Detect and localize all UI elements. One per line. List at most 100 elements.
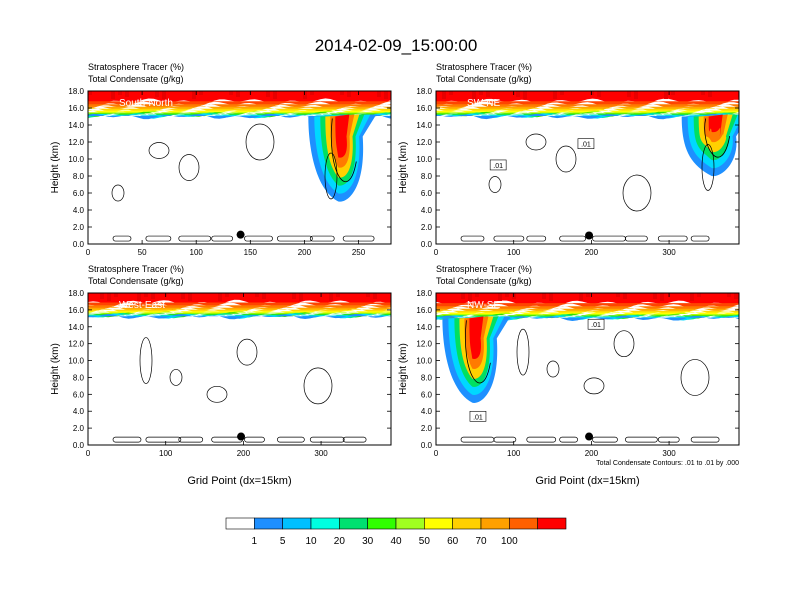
tracer-cell: [162, 91, 166, 99]
colorbar-label: 50: [419, 536, 431, 547]
contour-label-box: [469, 410, 487, 422]
y-tick-label: 4.0: [73, 206, 85, 215]
tracer-cell: [188, 293, 192, 301]
condensate-contour: [178, 436, 204, 443]
condensate-contour: [555, 145, 577, 173]
tracer-cell: [347, 91, 351, 97]
condensate-contour: [592, 436, 618, 443]
y-tick-label: 10.0: [68, 155, 84, 164]
y-tick-label: 14.0: [68, 323, 84, 332]
tracer-cell: [273, 91, 277, 99]
condensate-contour: [613, 330, 635, 358]
condensate-contour: [701, 144, 715, 191]
y-tick-label: 18.0: [68, 289, 84, 298]
x-tick-label: 100: [159, 449, 173, 458]
condensate-contour: [309, 436, 345, 443]
panel-title-condensate: Total Condensate (g/kg): [88, 276, 184, 286]
tracer-cell: [660, 293, 664, 301]
tracer-band: [436, 315, 739, 321]
y-axis-label: Height (km): [50, 343, 61, 395]
x-tick-label: 300: [314, 449, 328, 458]
location-marker: [585, 432, 594, 441]
plot-area: [436, 91, 739, 242]
x-tick-label: 200: [237, 449, 251, 458]
y-tick-label: 6.0: [421, 390, 433, 399]
tracer-band: [436, 312, 739, 318]
condensate-contour: [559, 235, 586, 242]
contour-label-box: [489, 159, 507, 171]
tracer-cell: [192, 91, 196, 99]
y-tick-label: 0.0: [421, 240, 433, 249]
panel-west-east: Stratosphere Tracer (%) Total Condensate …: [50, 264, 392, 487]
tracer-cell: [468, 293, 472, 301]
condensate-contour: [625, 436, 658, 443]
contour-footnote: Total Condensate Contours: .01 to .01 by…: [596, 460, 739, 467]
x-tick-label: 300: [662, 449, 676, 458]
colorbar-swatch: [282, 517, 312, 530]
condensate-contour: [583, 377, 605, 395]
location-marker: [236, 230, 245, 239]
x-tick-label: 0: [434, 449, 439, 458]
condensate-contour: [178, 154, 200, 181]
tracer-cell: [523, 91, 527, 99]
x-tick-label: 0: [86, 449, 91, 458]
figure-title: 2014-02-09_15:00:00: [315, 36, 478, 55]
y-tick-label: 0.0: [421, 441, 433, 450]
condensate-contour: [516, 328, 530, 376]
tracer-cell: [373, 293, 377, 299]
y-tick-label: 4.0: [421, 206, 433, 215]
y-tick-label: 16.0: [416, 104, 432, 113]
tracer-band: [88, 309, 391, 316]
section-label: SW-NE: [467, 98, 500, 109]
condensate-contour: [244, 235, 273, 242]
y-tick-label: 8.0: [73, 373, 85, 382]
condensate-contour: [680, 359, 710, 396]
tracer-cell: [151, 293, 155, 299]
tracer-cell: [505, 293, 509, 297]
y-tick-label: 0.0: [73, 240, 85, 249]
tracer-band: [88, 304, 391, 311]
tracer-cell: [479, 91, 483, 95]
y-tick-label: 10.0: [68, 357, 84, 366]
tracer-band: [436, 110, 739, 117]
tracer-cell: [597, 91, 601, 97]
location-marker: [585, 231, 594, 240]
tracer-cell: [708, 91, 712, 97]
tracer-cell: [255, 293, 259, 297]
condensate-contour: [493, 436, 517, 443]
y-tick-label: 12.0: [416, 138, 432, 147]
y-tick-label: 2.0: [421, 223, 433, 232]
tracer-band: [88, 112, 391, 118]
condensate-contour: [309, 235, 335, 242]
tracer-cell: [111, 91, 115, 99]
condensate-contour: [690, 235, 710, 242]
tracer-cell: [579, 293, 583, 301]
condensate-contour: [330, 118, 357, 183]
tracer-band: [436, 113, 739, 120]
tracer-band: [88, 293, 391, 306]
tracer-cell: [107, 293, 111, 301]
colorbar-label: 60: [447, 536, 459, 547]
tracer-cell: [616, 293, 620, 297]
colorbar-swatch: [254, 517, 283, 530]
tracer-band: [88, 302, 391, 308]
condensate-contour: [526, 235, 547, 242]
section-label: West-East: [119, 300, 165, 311]
condensate-contour: [488, 176, 502, 193]
colorbar-swatch: [395, 517, 425, 530]
colorbar-label: 20: [334, 536, 346, 547]
tracer-cell: [516, 91, 520, 97]
tracer-plume: [335, 114, 350, 158]
colorbar-label: 30: [362, 536, 374, 547]
plot-frame: [87, 292, 392, 446]
tracer-cell: [137, 293, 141, 301]
y-tick-label: 4.0: [73, 407, 85, 416]
tracer-cell: [366, 293, 370, 297]
tracer-cell: [560, 91, 564, 95]
contour-label: .01: [473, 414, 483, 421]
y-tick-label: 8.0: [73, 172, 85, 181]
panel-nw-se: Stratosphere Tracer (%) Total Condensate …: [398, 264, 740, 487]
condensate-contour: [206, 385, 228, 403]
colorbar-swatch: [310, 517, 340, 530]
condensate-contour: [277, 235, 313, 242]
